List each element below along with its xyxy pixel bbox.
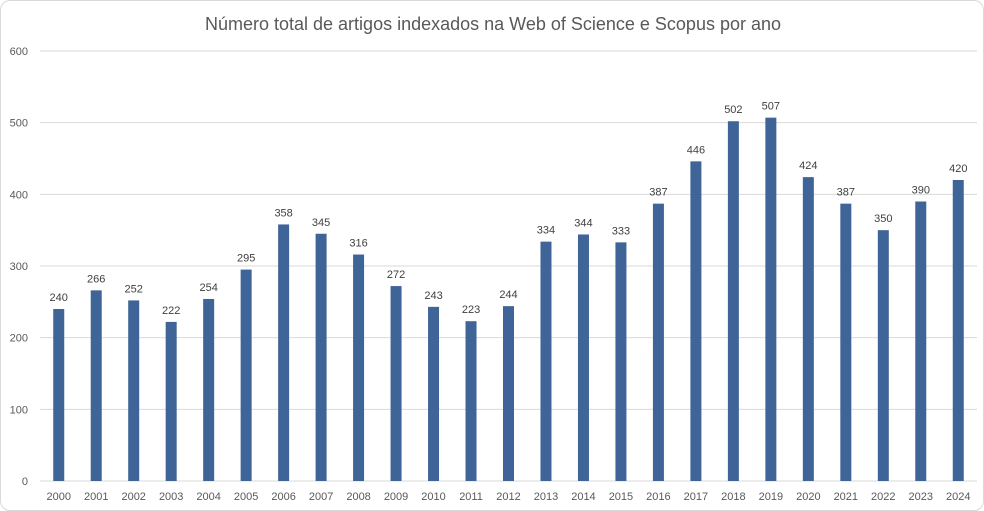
data-label-2012: 244 — [499, 289, 517, 301]
x-tick-label-2006: 2006 — [271, 491, 295, 503]
bar-2015 — [615, 242, 627, 481]
x-tick-label-2024: 2024 — [946, 491, 970, 503]
bar-2017 — [690, 161, 702, 481]
data-label-2013: 334 — [537, 225, 555, 237]
data-label-2001: 266 — [87, 273, 105, 285]
data-label-2023: 390 — [912, 185, 930, 197]
y-tick-label: 600 — [10, 46, 28, 58]
data-label-2009: 272 — [387, 269, 405, 281]
x-tick-label-2023: 2023 — [909, 491, 933, 503]
bar-2002 — [128, 300, 140, 481]
data-label-2008: 316 — [349, 238, 367, 250]
bar-2003 — [165, 321, 177, 481]
data-label-2018: 502 — [724, 104, 742, 116]
data-label-2020: 424 — [799, 160, 817, 172]
x-tick-label-2016: 2016 — [646, 491, 670, 503]
x-tick-label-2004: 2004 — [196, 491, 220, 503]
data-label-2011: 223 — [462, 304, 480, 316]
bar-2024 — [952, 180, 964, 481]
bar-2000 — [53, 309, 65, 481]
x-tick-label-2020: 2020 — [796, 491, 820, 503]
data-label-2016: 387 — [649, 187, 667, 199]
bars — [53, 117, 964, 482]
bar-2006 — [278, 224, 290, 481]
x-tick-label-2008: 2008 — [346, 491, 370, 503]
y-tick-label: 500 — [10, 118, 28, 130]
x-tick-label-2014: 2014 — [571, 491, 595, 503]
x-tick-label-2012: 2012 — [496, 491, 520, 503]
bar-2018 — [727, 121, 739, 481]
y-tick-label: 200 — [10, 333, 28, 345]
data-label-2005: 295 — [237, 253, 255, 265]
data-labels: 240 266 252 222 254 295 358 345 316 272 243 223 244 3… — [50, 101, 968, 317]
y-tick-label: 100 — [10, 404, 28, 416]
bar-2022 — [877, 230, 889, 481]
x-axis-tick-labels: 2000 2001 2002 2003 2004 2005 2006 2007 2008 2009… — [46, 491, 970, 503]
bar-2008 — [353, 254, 365, 481]
bar-2011 — [465, 321, 477, 481]
bar-2001 — [90, 290, 102, 481]
chart-title: Número total de artigos indexados na Web… — [205, 14, 781, 34]
data-label-2010: 243 — [424, 290, 442, 302]
data-label-2024: 420 — [949, 163, 967, 175]
x-tick-label-2021: 2021 — [834, 491, 858, 503]
y-tick-label: 400 — [10, 189, 28, 201]
x-tick-label-2001: 2001 — [84, 491, 108, 503]
bar-2019 — [765, 117, 777, 482]
x-tick-label-2009: 2009 — [384, 491, 408, 503]
data-label-2019: 507 — [762, 101, 780, 113]
data-label-2017: 446 — [687, 144, 705, 156]
x-tick-label-2015: 2015 — [609, 491, 633, 503]
data-label-2007: 345 — [312, 217, 330, 229]
x-tick-label-2022: 2022 — [871, 491, 895, 503]
y-tick-label: 0 — [22, 476, 28, 488]
data-label-2006: 358 — [274, 207, 292, 219]
bar-2016 — [652, 203, 664, 481]
x-tick-label-2003: 2003 — [159, 491, 183, 503]
bar-2013 — [540, 241, 552, 481]
bar-2005 — [240, 269, 252, 481]
data-label-2003: 222 — [162, 305, 180, 317]
data-label-2015: 333 — [612, 225, 630, 237]
x-tick-label-2011: 2011 — [459, 491, 483, 503]
bar-2007 — [315, 233, 327, 481]
data-label-2014: 344 — [574, 217, 592, 229]
bar-2004 — [203, 298, 215, 481]
data-label-2004: 254 — [199, 282, 217, 294]
data-label-2002: 252 — [125, 283, 143, 295]
bar-2023 — [915, 201, 927, 481]
y-tick-label: 300 — [10, 261, 28, 273]
x-tick-label-2019: 2019 — [759, 491, 783, 503]
bar-2012 — [503, 306, 514, 481]
data-label-2000: 240 — [50, 292, 68, 304]
x-tick-label-2017: 2017 — [684, 491, 708, 503]
data-label-2022: 350 — [874, 213, 892, 225]
bar-2020 — [802, 177, 814, 481]
bar-2010 — [428, 306, 440, 481]
x-tick-label-2007: 2007 — [309, 491, 333, 503]
x-tick-label-2000: 2000 — [46, 491, 70, 503]
bar-2009 — [390, 286, 402, 481]
x-tick-label-2010: 2010 — [421, 491, 445, 503]
x-tick-label-2018: 2018 — [721, 491, 745, 503]
y-axis-tick-labels: 0 100 200 300 400 500 600 — [10, 46, 28, 488]
x-tick-label-2005: 2005 — [234, 491, 258, 503]
x-tick-label-2013: 2013 — [534, 491, 558, 503]
bar-2021 — [840, 203, 852, 481]
bar-2014 — [577, 234, 589, 481]
x-tick-label-2002: 2002 — [121, 491, 145, 503]
data-label-2021: 387 — [837, 187, 855, 199]
